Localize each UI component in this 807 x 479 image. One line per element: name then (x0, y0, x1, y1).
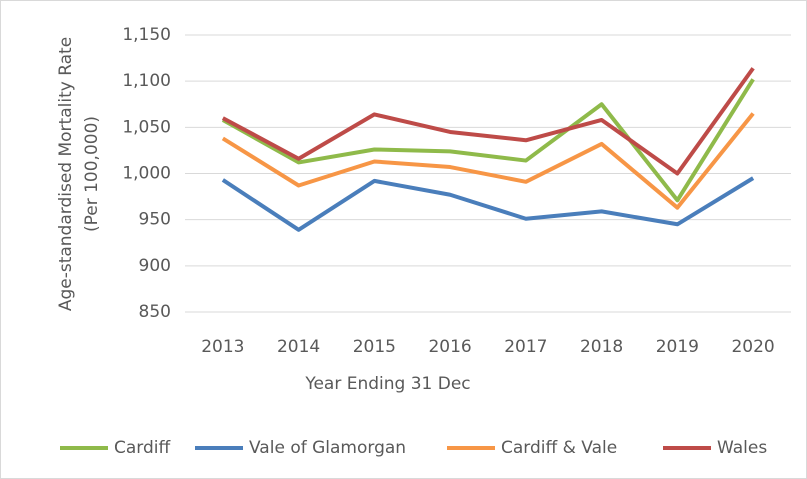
x-tick-label: 2014 (277, 337, 320, 357)
legend-label: Cardiff & Vale (501, 438, 617, 458)
y-axis-label: (Per 100,000) (82, 116, 102, 232)
line-series (221, 112, 755, 210)
y-tick-label: 1,100 (122, 71, 171, 91)
x-tick-label: 2017 (504, 337, 547, 357)
x-tick-label: 2015 (353, 337, 396, 357)
line-series (221, 78, 755, 203)
y-tick-label: 850 (139, 302, 171, 322)
y-tick-label: 1,000 (122, 164, 171, 184)
y-tick-label: 900 (139, 256, 171, 276)
legend-label: Wales (717, 438, 767, 458)
legend-label: Cardiff (114, 438, 171, 458)
y-tick-label: 1,150 (122, 25, 171, 45)
line-series (221, 176, 755, 232)
x-tick-label: 2016 (428, 337, 471, 357)
y-tick-label: 1,050 (122, 117, 171, 137)
x-tick-label: 2013 (201, 337, 244, 357)
x-axis-label: Year Ending 31 Dec (304, 374, 470, 394)
line-series (221, 67, 755, 176)
legend-label: Vale of Glamorgan (249, 438, 406, 458)
x-tick-label: 2019 (656, 337, 699, 357)
x-tick-label: 2018 (580, 337, 623, 357)
y-tick-label: 950 (139, 210, 171, 230)
x-tick-label: 2020 (731, 337, 774, 357)
y-axis-label: Age-standardised Mortality Rate (56, 37, 76, 311)
